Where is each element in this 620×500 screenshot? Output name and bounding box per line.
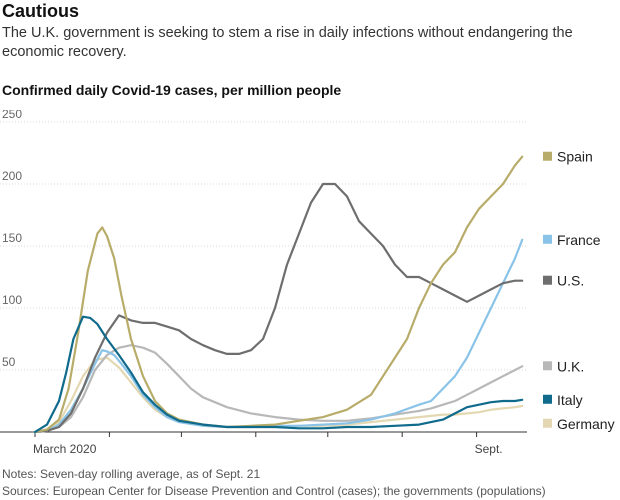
subheadline: The U.K. government is seeking to stem a… <box>2 25 573 60</box>
legend-swatch-germany <box>543 418 552 428</box>
legend-swatch-italy <box>543 394 552 404</box>
series-line-italy <box>33 315 524 434</box>
headline: Cautious <box>2 1 80 21</box>
legend-swatch-uk <box>543 361 552 371</box>
series-line-germany <box>33 356 524 434</box>
legend-swatch-spain <box>543 151 552 161</box>
chart-sources: Sources: European Center for Disease Pre… <box>2 484 546 498</box>
series-lines <box>33 155 524 434</box>
series-line-spain <box>33 155 524 434</box>
y-tick-label: 150 <box>2 231 22 245</box>
line-chart: 50 100 150 200 250 March 2020 Sept. Spain Fran… <box>0 110 615 456</box>
x-tick-label: March 2020 <box>33 442 97 456</box>
series-line-us <box>33 182 524 434</box>
chart-note: Notes: Seven-day rolling average, as of … <box>2 467 261 481</box>
y-tick-label: 250 <box>2 110 22 121</box>
legend-label-us: U.S. <box>557 273 584 289</box>
legend-swatch-us <box>543 275 552 285</box>
series-line-uk <box>33 344 524 434</box>
chart-title: Confirmed daily Covid-19 cases, per mill… <box>2 82 342 98</box>
y-axis-tick-labels: 50 100 150 200 250 <box>2 110 22 369</box>
legend-label-france: France <box>557 232 601 248</box>
y-tick-label: 100 <box>2 293 22 307</box>
x-axis: March 2020 Sept. <box>0 431 527 456</box>
y-tick-label: 50 <box>2 355 16 369</box>
legend-label-spain: Spain <box>557 149 593 165</box>
legend-swatch-france <box>543 234 552 244</box>
x-tick-label: Sept. <box>475 442 503 456</box>
legend: Spain France U.S. U.K. Italy Germany <box>543 149 615 432</box>
legend-label-italy: Italy <box>557 392 583 408</box>
legend-label-germany: Germany <box>557 416 615 432</box>
y-tick-label: 200 <box>2 169 22 183</box>
legend-label-uk: U.K. <box>557 358 584 374</box>
